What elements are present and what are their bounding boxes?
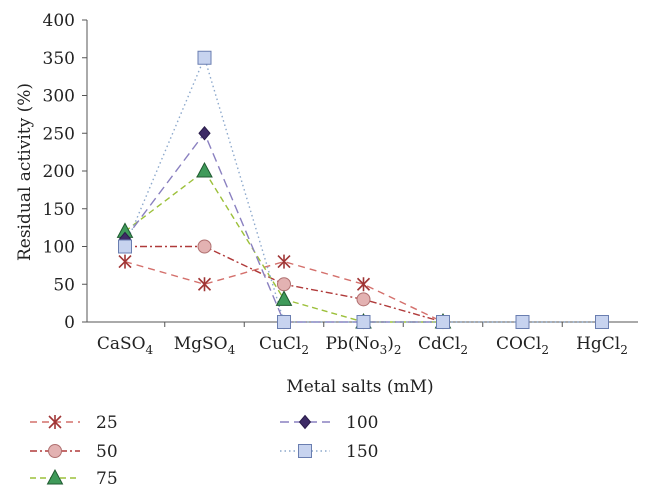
legend-label: 100 (346, 413, 378, 433)
y-tick-label: 200 (43, 162, 75, 182)
legend-item-75: 75 (30, 468, 118, 489)
y-tick-label: 0 (64, 313, 75, 333)
point-25-2 (277, 254, 291, 269)
point-150-4 (436, 315, 450, 329)
point-150-2 (277, 315, 291, 329)
legend-item-50: 50 (30, 442, 118, 462)
point-150-3 (356, 315, 371, 329)
x-tick-label: COCl2 (496, 334, 549, 357)
x-tick-label: Pb(No3)2 (326, 334, 402, 357)
point-150-5 (515, 315, 530, 329)
x-tick-label: CdCl2 (418, 334, 468, 357)
x-tick-label: CaSO4 (97, 334, 154, 357)
legend-marker (46, 468, 64, 485)
y-tick-label: 150 (43, 200, 75, 220)
y-tick-labels: 0 50 100 150 200 250 300 350 400 (43, 11, 75, 333)
point-25-3 (356, 277, 371, 292)
legend-label: 75 (96, 469, 118, 489)
legend-item-25: 25 (30, 413, 118, 433)
x-axis-title: Metal salts (mM) (286, 377, 433, 397)
point-50-1 (197, 239, 212, 254)
legend-marker (48, 415, 62, 429)
y-tick-label: 400 (43, 11, 75, 31)
legend-marker (298, 414, 312, 430)
legend-marker (298, 444, 312, 458)
point-25-1 (197, 277, 212, 292)
point-75-2 (275, 290, 293, 306)
point-50-2 (277, 277, 291, 292)
x-tick-label: CuCl2 (259, 334, 309, 357)
point-75-1 (196, 161, 213, 178)
y-tick-label: 50 (53, 275, 75, 295)
y-tick-label: 300 (43, 87, 75, 107)
series-markers (116, 50, 609, 330)
legend: 25 50 75 100 150 (30, 413, 378, 489)
point-150-1 (197, 50, 212, 65)
point-50-3 (356, 292, 371, 307)
point-25-0 (118, 254, 132, 269)
y-tick-label: 250 (43, 124, 75, 144)
x-tick-label: MgSO4 (174, 334, 236, 357)
y-tick-label: 350 (43, 49, 75, 69)
legend-item-150: 150 (280, 442, 378, 462)
legend-label: 50 (96, 442, 118, 462)
x-tick-labels: CaSO4 MgSO4 CuCl2 Pb(No3)2 CdCl2 COCl2 HgCl2 (97, 334, 628, 357)
point-150-6 (595, 315, 609, 329)
point-150-0 (118, 239, 132, 254)
legend-label: 150 (346, 442, 378, 462)
y-axis-title: Residual activity (%) (15, 83, 35, 261)
legend-item-100: 100 (280, 413, 378, 433)
y-tick-label: 100 (43, 238, 75, 258)
x-tick-label: HgCl2 (576, 334, 628, 357)
series-line-25 (124, 260, 444, 323)
point-100-1 (198, 125, 211, 141)
legend-marker (48, 444, 62, 458)
legend-label: 25 (96, 413, 118, 433)
